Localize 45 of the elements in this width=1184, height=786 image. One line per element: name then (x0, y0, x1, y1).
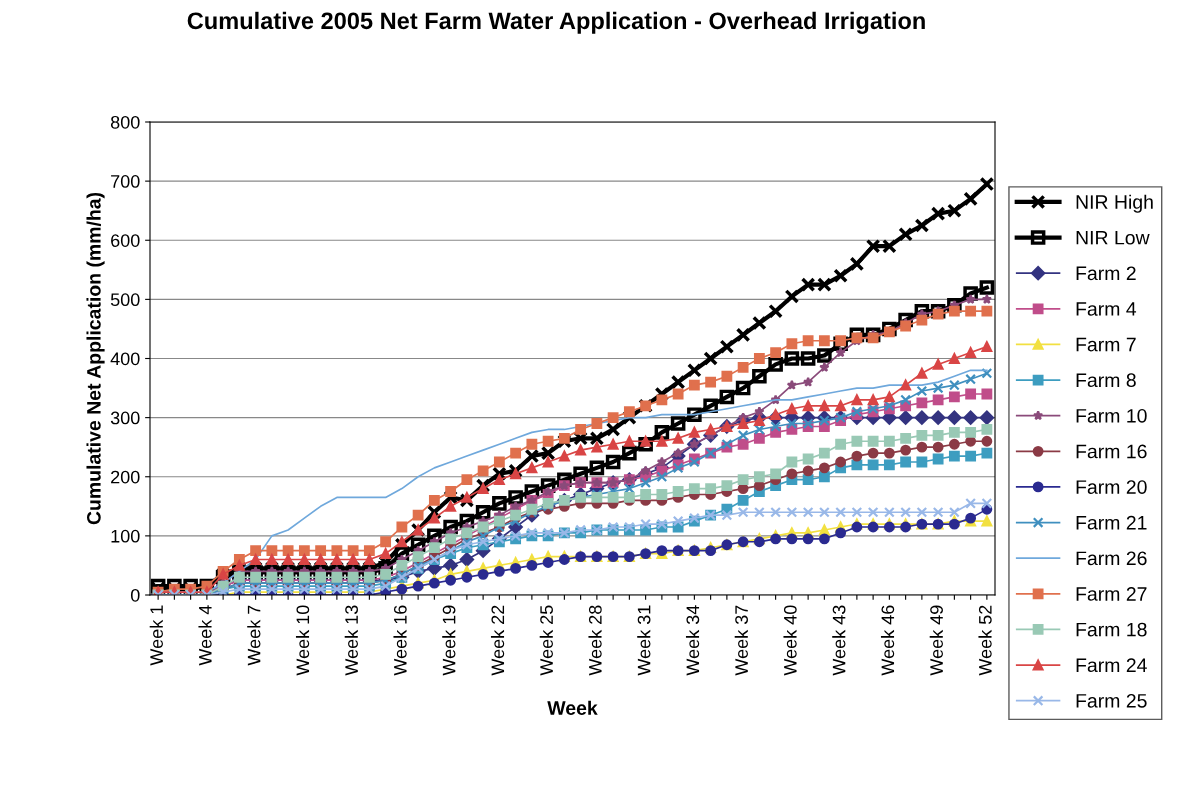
x-tick-label: Week 4 (198, 605, 212, 666)
legend-label: Farm 4 (1076, 302, 1137, 316)
legend-label: Farm 25 (1076, 693, 1147, 708)
x-tick-label: Week 43 (832, 605, 846, 676)
y-tick-label: 400 (110, 352, 140, 366)
x-tick-label: Week 22 (490, 605, 505, 676)
legend-label: Farm 10 (1076, 408, 1147, 423)
legend-label: Farm 26 (1076, 551, 1147, 566)
x-tick-label: Week 16 (393, 605, 407, 676)
x-tick-label: Week 28 (588, 605, 602, 676)
legend-label: NIR High (1076, 194, 1153, 213)
x-tick-label: Week 40 (783, 605, 797, 676)
x-tick-label: Week 37 (734, 605, 748, 676)
legend-label: Farm 27 (1076, 587, 1147, 601)
legend-label: Farm 8 (1076, 373, 1136, 388)
x-tick-label: Week 34 (685, 605, 700, 676)
x-tick-label: Week 1 (149, 605, 163, 666)
x-tick-label: Week 52 (978, 605, 992, 676)
x-tick-label: Week 25 (539, 605, 553, 676)
legend-label: Farm 2 (1076, 266, 1136, 281)
legend-label: Farm 18 (1076, 622, 1147, 637)
x-tick-label: Week 46 (880, 605, 895, 676)
legend-label: Farm 16 (1076, 444, 1147, 459)
legend-label: Farm 21 (1076, 515, 1147, 530)
legend-label: Farm 24 (1076, 658, 1147, 673)
x-tick-label: Week 7 (247, 605, 261, 666)
legend-label: NIR Low (1076, 231, 1150, 245)
x-axis-title: Week (547, 700, 598, 715)
x-tick-label: Week 10 (295, 605, 310, 676)
x-tick-label: Week 49 (929, 605, 943, 676)
y-tick-label: 800 (110, 115, 140, 129)
y-tick-label: 700 (111, 175, 140, 188)
legend-label: Farm 20 (1076, 480, 1147, 494)
x-tick-label: Week 31 (637, 605, 651, 676)
y-tick-label: 0 (130, 588, 140, 602)
y-tick-label: 300 (110, 411, 140, 425)
y-tick-label: 600 (111, 234, 140, 247)
y-tick-label: 500 (110, 293, 140, 307)
y-axis-title: Cumulative Net Application (mm/ha) (86, 192, 105, 525)
y-tick-label: 200 (111, 470, 140, 484)
chart-title: Cumulative 2005 Net Farm Water Application - Overhead Irrigation (187, 11, 925, 34)
x-tick-label: Week 19 (442, 605, 456, 676)
y-tick-label: 100 (111, 529, 140, 543)
x-tick-label: Week 13 (344, 605, 358, 676)
legend-label: Farm 7 (1076, 337, 1136, 352)
